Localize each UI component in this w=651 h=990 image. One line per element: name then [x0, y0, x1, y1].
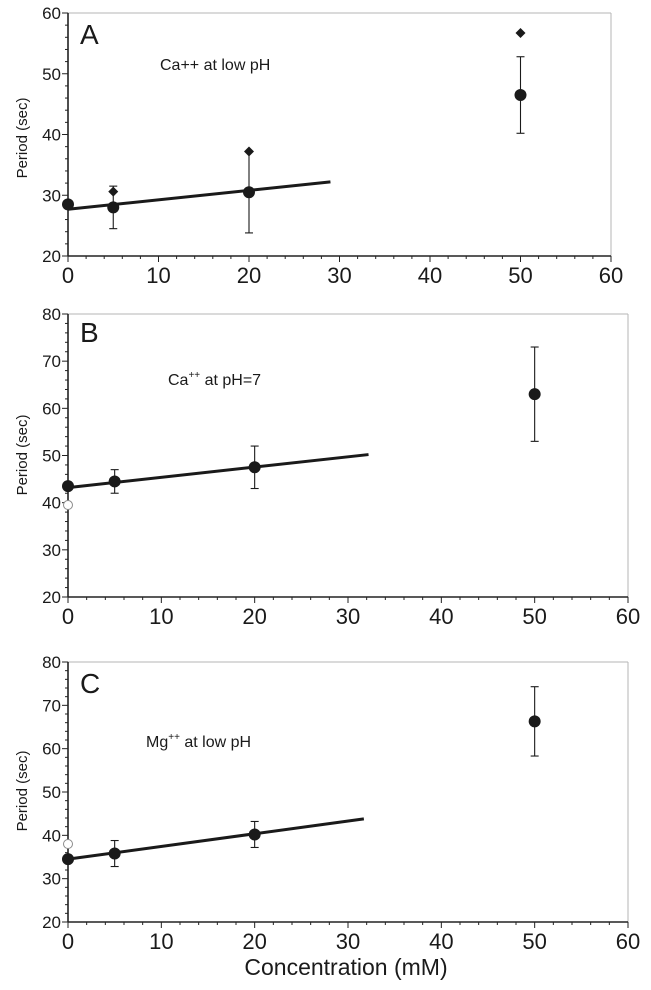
panel-c-y-tick-label: 40 [42, 826, 61, 845]
panel-b: B Ca++ at pH=7 Period (sec) 20 30 40 50 60 70… [14, 305, 640, 629]
panel-b-data-point [62, 480, 74, 493]
panel-c-x-tick-label: 30 [336, 929, 360, 954]
panel-c-x-tick-label: 0 [62, 929, 74, 954]
panel-b-y-tick-label: 80 [42, 305, 61, 324]
panel-a-data-point [107, 201, 120, 214]
panel-b-data-point [528, 388, 541, 401]
panel-a-x-tick-label: 20 [237, 263, 261, 288]
panel-b-y-tick-label: 70 [42, 352, 61, 371]
panel-a-x-tick-label: 50 [508, 263, 532, 288]
panel-a-x-tick-label: 10 [146, 263, 170, 288]
panel-c-x-tick-label: 10 [149, 929, 173, 954]
panel-c-x-tick-label: 40 [429, 929, 453, 954]
panel-b-x-tick-label: 50 [522, 604, 546, 629]
panel-b-data-point [108, 475, 121, 488]
panel-a-x-tick-label: 60 [599, 263, 623, 288]
panel-a-x-tick-label: 40 [418, 263, 442, 288]
panel-c-x-tick-label: 60 [616, 929, 640, 954]
panel-c-y-tick-label: 20 [42, 913, 61, 932]
panel-c-data-point [108, 847, 121, 860]
panel-b-x-tick-label: 0 [62, 604, 74, 629]
panel-b-y-tick-label: 50 [42, 447, 61, 466]
x-axis-title: Concentration (mM) [244, 954, 447, 980]
panel-b-data-point [248, 461, 261, 474]
panel-c-label: C [80, 668, 100, 699]
panel-c-y-tick-label: 70 [42, 696, 61, 715]
panel-b-x-tick-label: 30 [336, 604, 360, 629]
panel-b-open-point [63, 500, 73, 511]
panel-a-data-point [514, 89, 527, 102]
panel-c-y-tick-label: 80 [42, 653, 61, 672]
panel-a-diamond-point [108, 186, 119, 197]
panel-a-y-tick-label: 30 [42, 186, 61, 205]
panel-a-data-point [62, 198, 74, 211]
panel-a-diamond-point [515, 28, 526, 39]
panel-b-x-tick-label: 10 [149, 604, 173, 629]
panel-b-label: B [80, 317, 99, 348]
panel-a-y-tick-label: 20 [42, 247, 61, 266]
panel-b-x-tick-label: 20 [242, 604, 266, 629]
panel-a-fit-line [67, 180, 331, 211]
panel-a-annotation: Ca++ at low pH [160, 57, 270, 74]
panel-c-x-tick-label: 20 [242, 929, 266, 954]
panel-c-annotation: Mg++ at low pH [146, 732, 251, 751]
panel-b-y-axis-label: Period (sec) [14, 415, 31, 496]
panel-b-y-tick-label: 20 [42, 588, 61, 607]
panel-c-y-tick-label: 30 [42, 870, 61, 889]
panel-b-y-tick-label: 30 [42, 541, 61, 560]
panel-a-y-tick-label: 50 [42, 65, 61, 84]
panel-b-annotation: Ca++ at pH=7 [168, 370, 261, 389]
panel-c: C Mg++ at low pH Period (sec) 20 30 40 50 60… [14, 653, 640, 954]
panel-b-x-tick-label: 40 [429, 604, 453, 629]
panel-b-y-tick-label: 40 [42, 494, 61, 513]
panel-c-data-point [62, 853, 74, 866]
panel-c-data-point [248, 828, 261, 841]
panel-a-y-axis-label: Period (sec) [14, 98, 31, 179]
panel-a-x-tick-label: 0 [62, 263, 74, 288]
panel-c-plot: 20 30 40 50 60 70 80 0 10 20 30 40 50 60 [42, 653, 640, 954]
panel-a-plot: 20 30 40 50 60 0 10 20 30 40 50 60 [42, 4, 623, 288]
panel-a-x-tick-label: 30 [327, 263, 351, 288]
panel-a: A Ca++ at low pH Period (sec) 20 30 40 50 60… [14, 4, 623, 288]
panel-b-y-tick-label: 60 [42, 399, 61, 418]
panel-c-y-axis-label: Period (sec) [14, 751, 31, 832]
panel-a-data-point [243, 186, 255, 199]
panel-a-diamond-point [244, 146, 254, 157]
panel-c-y-tick-label: 50 [42, 783, 61, 802]
panel-b-x-tick-label: 60 [616, 604, 640, 629]
panel-c-open-point [63, 839, 73, 849]
panel-c-data-point [528, 715, 541, 728]
panel-c-y-tick-label: 60 [42, 740, 61, 759]
panel-b-plot: 20 30 40 50 60 70 80 0 10 20 30 40 50 60 [42, 305, 640, 629]
panel-a-label: A [80, 19, 99, 50]
panel-a-y-tick-label: 60 [42, 4, 61, 23]
panel-a-y-tick-label: 40 [42, 126, 61, 145]
panel-c-x-tick-label: 50 [522, 929, 546, 954]
